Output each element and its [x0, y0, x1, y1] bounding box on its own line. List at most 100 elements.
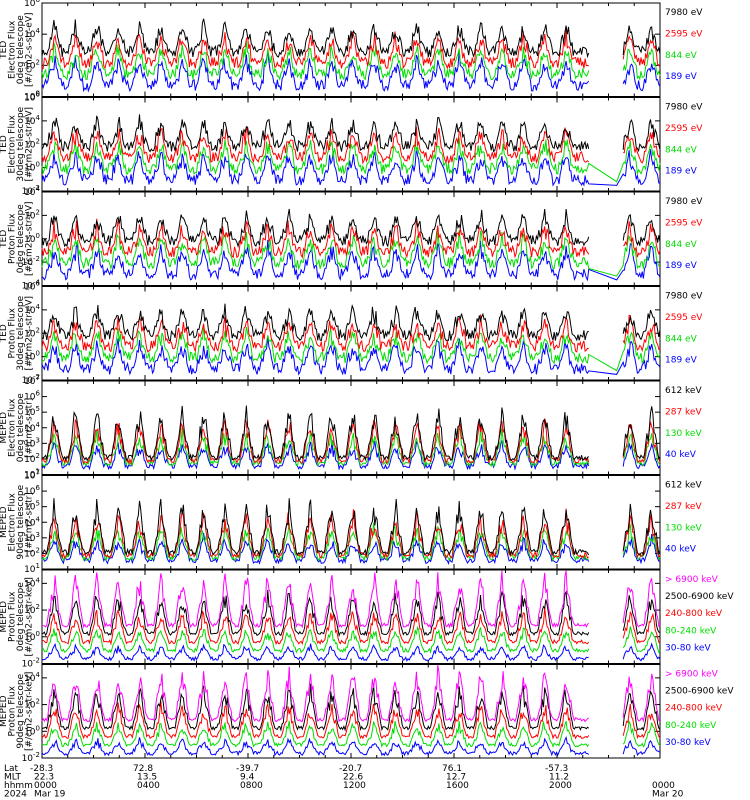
y-axis-label-line: 0deg telescope: [16, 15, 26, 85]
series-trace: [41, 147, 661, 187]
y-tick-label: 104: [24, 114, 40, 127]
series-trace: [41, 665, 661, 723]
legend-entry: 130 keV: [665, 429, 702, 439]
y-tick-label: 101: [24, 562, 40, 575]
series-trace: [41, 337, 661, 376]
y-tick-label: 100: [24, 724, 40, 737]
panel-frame: [41, 286, 661, 381]
legend-entry: 240-800 keV: [665, 609, 723, 619]
legend-entry: 189 eV: [665, 261, 698, 271]
y-axis-label-line: Electron Flux: [8, 114, 18, 173]
y-axis-label-line: TED: [0, 41, 9, 60]
legend-entry: 40 keV: [665, 545, 697, 555]
y-tick-label: 104: [24, 515, 40, 528]
legend-entry: 2595 eV: [665, 313, 703, 323]
x-axis-row-label: 2024: [4, 790, 27, 800]
y-tick-label: 101: [24, 468, 40, 481]
x-axis-tick-hhmm: 0000: [34, 781, 57, 791]
y-axis-label-line: 30deg telescope: [16, 106, 26, 181]
y-tick-label: 100: [24, 630, 40, 643]
y-tick-label: 105: [24, 405, 40, 418]
y-axis-label-line: 0deg telescope: [16, 582, 26, 652]
y-tick-label: 104: [24, 185, 40, 198]
legend-entry: 40 keV: [665, 450, 697, 460]
x-axis-row-label: hhmm: [4, 781, 33, 791]
legend-entry: 612 keV: [665, 386, 702, 396]
y-tick-label: 104: [24, 421, 40, 434]
y-axis-label-line: Electron Flux: [8, 398, 18, 457]
y-axis-label-line: [#/cm2-s-str-keV]: [25, 672, 35, 751]
y-axis-label-line: [#/cm2-s-str]: [25, 398, 35, 458]
y-tick-label: 10-2: [22, 255, 40, 268]
y-axis-label-line: [#/cm2-s-str-eV]: [25, 12, 35, 87]
y-tick-label: 106: [24, 280, 40, 293]
legend-entry: 287 keV: [665, 407, 702, 417]
y-tick-label: 104: [24, 27, 40, 40]
y-axis-label-line: [#/cm2-s-str-eV]: [25, 296, 35, 371]
series-trace: [41, 40, 661, 81]
x-axis-tick-hhmm: 0400: [137, 781, 160, 791]
x-axis-tick-mlt: 9.4: [240, 773, 255, 783]
x-axis-tick-date: Mar 20: [652, 790, 684, 800]
legend-entry: 7980 eV: [665, 103, 703, 113]
y-tick-label: 104: [24, 576, 40, 589]
y-axis-label-line: [#/cm2-s-str]: [25, 492, 35, 552]
y-axis-label-line: Proton Flux: [8, 591, 18, 642]
y-tick-label: 10-2: [22, 657, 40, 670]
y-axis-label-line: [#/cm2-s-str-eV]: [25, 107, 35, 182]
legend-entry: 612 keV: [665, 481, 702, 491]
legend-entry: 189 eV: [665, 72, 698, 82]
legend-entry: 80-240 keV: [665, 626, 717, 636]
panel-frame: [41, 2, 661, 97]
y-tick-label: 102: [24, 452, 40, 465]
x-axis-tick-lat: -28.3: [30, 764, 53, 774]
y-tick-label: 10-2: [22, 373, 40, 386]
y-tick-label: 104: [24, 671, 40, 684]
legend-entry: 7980 eV: [665, 197, 703, 207]
y-tick-label: 10-2: [22, 184, 40, 197]
x-axis-tick-mlt: 22.6: [343, 773, 363, 783]
series-trace: [41, 719, 661, 748]
series-trace: [41, 498, 661, 557]
y-axis-label-line: Proton Flux: [8, 307, 18, 358]
legend-entry: 844 eV: [665, 240, 698, 250]
legend-entry: 844 eV: [665, 145, 698, 155]
y-tick-label: 102: [24, 58, 40, 71]
x-axis-tick-lat: 72.8: [133, 764, 153, 774]
x-axis-tick-lat: 76.1: [442, 764, 462, 774]
legend-entry: 7980 eV: [665, 292, 703, 302]
series-trace: [41, 625, 661, 654]
series-trace: [41, 570, 661, 629]
y-axis-label-line: Electron Flux: [8, 20, 18, 79]
y-axis-label-line: TED: [0, 230, 9, 249]
y-axis-label-line: MEPED: [0, 506, 9, 538]
legend-entry: 2595 eV: [665, 29, 703, 39]
x-axis-tick-hhmm: 1600: [446, 781, 469, 791]
x-axis-tick-hhmm: 1200: [343, 781, 366, 791]
y-axis-label-line: Proton Flux: [8, 685, 18, 736]
series-trace: [41, 642, 661, 662]
y-axis-label-line: TED: [0, 324, 9, 343]
series-trace: [41, 114, 661, 153]
x-axis-tick-mlt: 11.2: [549, 773, 569, 783]
x-axis-tick-mlt: 22.3: [34, 773, 54, 783]
series-trace: [41, 218, 661, 259]
series-trace: [41, 405, 661, 462]
legend-entry: 30-80 keV: [665, 643, 711, 653]
series-trace: [41, 208, 661, 249]
x-axis-row-label: MLT: [4, 773, 22, 783]
legend-entry: 2500-6900 keV: [665, 592, 734, 602]
legend-entry: 30-80 keV: [665, 738, 711, 748]
y-tick-label: 104: [24, 303, 40, 316]
y-tick-label: 106: [24, 91, 40, 104]
series-trace: [41, 326, 661, 372]
y-tick-label: 105: [24, 500, 40, 513]
y-tick-label: 106: [24, 484, 40, 497]
series-trace: [41, 607, 661, 646]
